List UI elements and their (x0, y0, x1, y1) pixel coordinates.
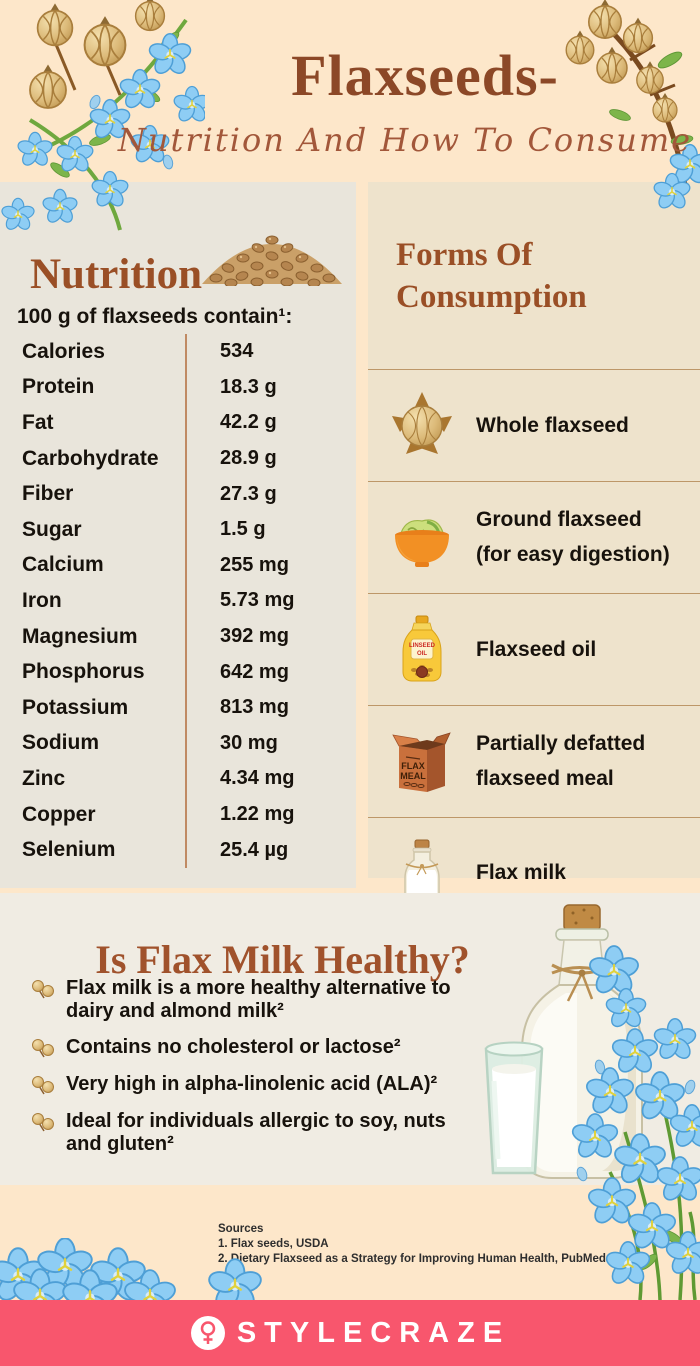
nutrient-value: 534 (185, 334, 356, 370)
list-item: Ground flaxseed (for easy digestion) (368, 480, 700, 593)
nutrient-value: 30 mg (185, 725, 356, 762)
forms-heading: Forms Of Consumption (396, 237, 587, 315)
flax-pod-bullet-icon (32, 980, 54, 999)
stylecraze-logo-icon (190, 1316, 225, 1350)
brand-name: STYLECRAZE (236, 1316, 511, 1349)
form-item-sublabel: (for easy digestion) (476, 543, 670, 567)
nutrient-value: 392 mg (185, 618, 356, 655)
flax-meal-icon: FLAX MEAL (392, 732, 451, 793)
form-item-label: Whole flaxseed (476, 413, 629, 437)
nutrition-intro: 100 g of flaxseeds contain¹: (17, 305, 293, 328)
oil-label-text: OIL (417, 651, 427, 657)
table-row: Sodium 30 mg (0, 725, 356, 762)
header: Flaxseeds- Nutrition And How To Consume (0, 42, 700, 159)
nutrient-label: Potassium (22, 695, 129, 719)
list-item: Very high in alpha-linolenic acid (ALA)² (30, 1073, 466, 1097)
oil-label-text: LINSEED (409, 643, 436, 649)
nutrient-value: 255 mg (185, 547, 356, 584)
meal-label-text: MEAL (400, 771, 426, 781)
form-item-label: Flax milk (476, 861, 566, 885)
page-title: Flaxseeds- (291, 43, 559, 108)
nutrient-label: Copper (22, 802, 96, 826)
flax-pod-bullet-icon (32, 1113, 54, 1132)
table-row: Carbohydrate 28.9 g (0, 440, 356, 477)
nutrient-value: 25.4 µg (185, 832, 356, 868)
table-row: Fat 42.2 g (0, 405, 356, 441)
table-row: Iron 5.73 mg (0, 583, 356, 619)
nutrient-label: Calories (22, 339, 105, 363)
nutrient-label: Phosphorus (22, 660, 145, 684)
table-row: Sugar 1.5 g (0, 511, 356, 548)
page-subtitle: Nutrition And How To Consume (117, 121, 693, 159)
nutrient-label: Magnesium (22, 624, 138, 648)
table-row: Protein 18.3 g (0, 369, 356, 406)
table-row: Calories 534 (0, 334, 356, 370)
nutrient-label: Protein (22, 375, 95, 399)
nutrient-value: 28.9 g (185, 440, 356, 477)
table-row: Selenium 25.4 µg (0, 832, 356, 868)
list-item: Flax milk (368, 816, 700, 929)
table-row: Magnesium 392 mg (0, 618, 356, 655)
table-row: Potassium 813 mg (0, 689, 356, 726)
nutrition-heading: Nutrition (30, 250, 202, 298)
table-row: Copper 1.22 mg (0, 796, 356, 833)
sources: Sources 1. Flax seeds, USDA 2. Dietary F… (218, 1222, 606, 1267)
flax-milk-section: Is Flax Milk Healthy? Flax milk is a mor… (0, 893, 700, 1185)
nutrient-label: Fat (22, 410, 54, 434)
nutrient-value: 4.34 mg (185, 761, 356, 797)
table-row: Zinc 4.34 mg (0, 761, 356, 797)
bullet-text: Ideal for individuals allergic to soy, n… (66, 1110, 446, 1155)
nutrient-value: 813 mg (185, 689, 356, 726)
whole-flaxseed-icon (392, 392, 452, 455)
table-row: Phosphorus 642 mg (0, 654, 356, 690)
list-item: Ideal for individuals allergic to soy, n… (30, 1110, 466, 1156)
nutrient-label: Iron (22, 588, 62, 612)
nutrient-label: Carbohydrate (22, 446, 159, 470)
nutrient-value: 18.3 g (185, 369, 356, 406)
nutrient-value: 1.5 g (185, 511, 356, 548)
sources-heading: Sources (218, 1223, 264, 1235)
list-item: FLAX MEAL Partially defatted flaxseed me… (368, 704, 700, 817)
nutrient-label: Sodium (22, 731, 99, 755)
flaxseed-oil-icon: LINSEED OIL (402, 615, 442, 682)
flaxseed-pile-icon (202, 235, 342, 286)
source-item: 2. Dietary Flaxseed as a Strategy for Im… (218, 1253, 606, 1265)
list-item: Whole flaxseed (368, 368, 700, 481)
nutrition-table: Calories 534 Protein 18.3 g Fat 42.2 g Carb… (0, 334, 356, 868)
footer-bar: STYLECRAZE (0, 1300, 700, 1366)
nutrient-label: Zinc (22, 766, 66, 790)
forms-panel: Forms Of Consumption Whole flaxseed (368, 182, 700, 929)
bullet-text: Contains no cholesterol or lactose² (66, 1036, 401, 1058)
list-item: Flax milk is a more healthy alternative … (30, 977, 466, 1023)
meal-label-text: FLAX (401, 761, 425, 771)
nutrient-value: 42.2 g (185, 405, 356, 441)
form-item-label: Flaxseed oil (476, 637, 597, 661)
list-item: Contains no cholesterol or lactose² (30, 1036, 466, 1060)
table-row: Fiber 27.3 g (0, 476, 356, 512)
nutrient-label: Sugar (22, 517, 82, 541)
list-item: LINSEED OIL Flaxseed oil (368, 592, 700, 705)
nutrient-value: 1.22 mg (185, 796, 356, 833)
nutrient-label: Selenium (22, 838, 116, 862)
nutrient-value: 27.3 g (185, 476, 356, 512)
nutrient-label: Calcium (22, 553, 104, 577)
flax-milk-bullets: Flax milk is a more healthy alternative … (30, 977, 466, 1169)
source-item: 1. Flax seeds, USDA (218, 1238, 329, 1250)
nutrition-panel: Nutrition 100 g of flaxseeds contain¹: C… (0, 182, 356, 888)
bullet-text: Flax milk is a more healthy alternative … (66, 977, 451, 1022)
form-item-label: Ground flaxseed (476, 508, 642, 532)
nutrient-label: Fiber (22, 482, 74, 506)
flax-pod-bullet-icon (32, 1039, 54, 1058)
form-item-sublabel: flaxseed meal (476, 767, 614, 791)
flax-milk-bottle-illustration (484, 904, 649, 1179)
ground-flaxseed-icon (395, 519, 449, 568)
bullet-text: Very high in alpha-linolenic acid (ALA)² (66, 1073, 438, 1095)
nutrient-value: 642 mg (185, 654, 356, 690)
flax-milk-heading: Is Flax Milk Healthy? (95, 937, 470, 983)
table-row: Calcium 255 mg (0, 547, 356, 584)
flax-pod-bullet-icon (32, 1076, 54, 1095)
form-item-label: Partially defatted (476, 732, 646, 756)
nutrient-value: 5.73 mg (185, 583, 356, 619)
